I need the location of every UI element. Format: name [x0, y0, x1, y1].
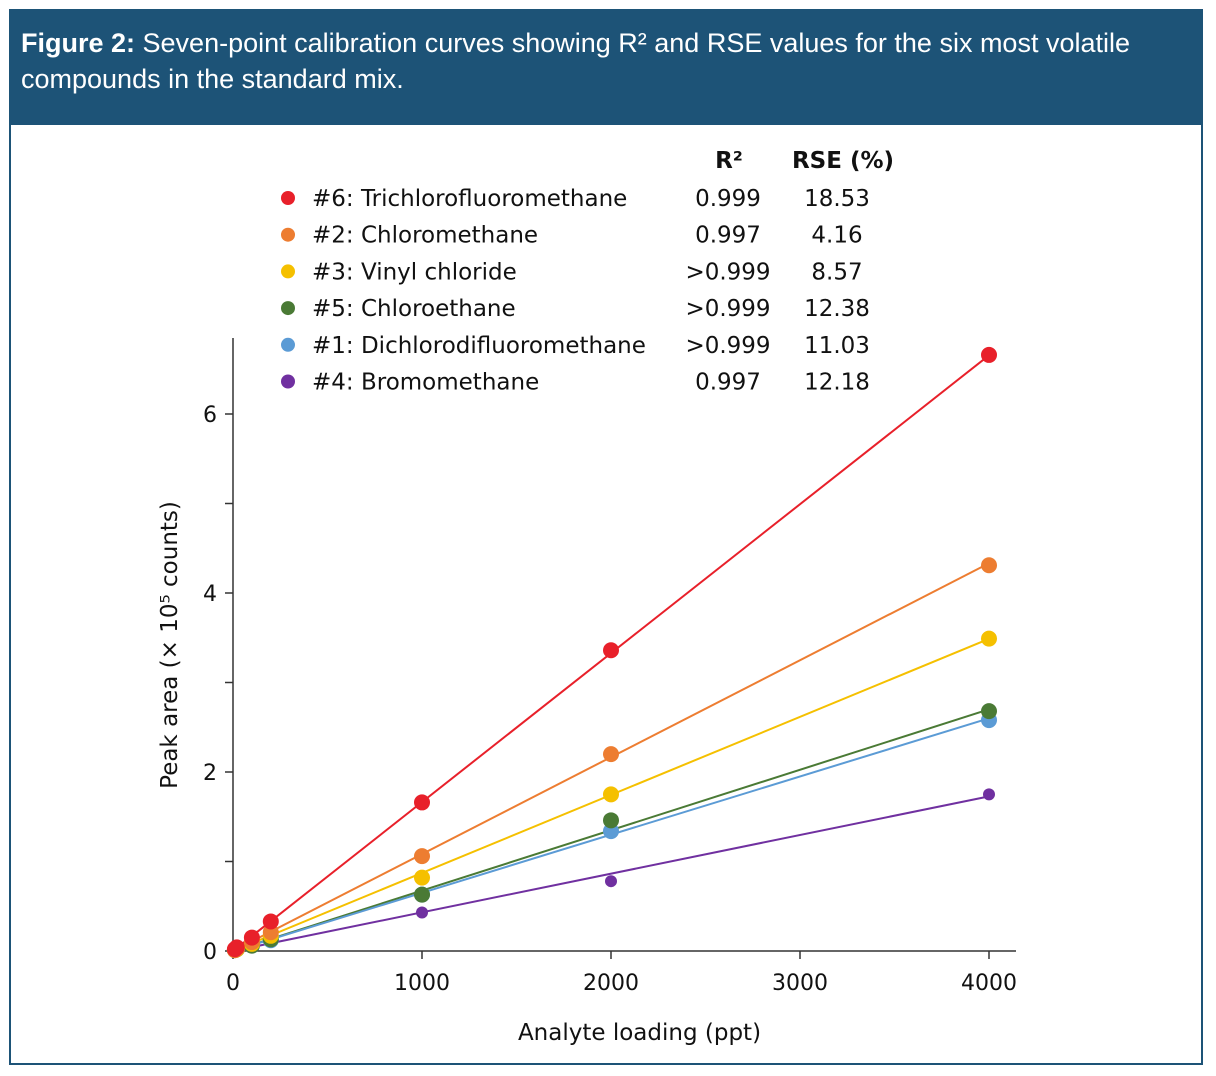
legend-rse-value: 18.53: [804, 186, 870, 212]
x-tick-label: 4000: [961, 971, 1017, 996]
y-tick-label: 4: [203, 582, 217, 607]
legend-header-rse: RSE (%): [792, 148, 894, 174]
caption-label: Figure 2:: [21, 28, 136, 58]
data-point-series-6: [983, 788, 995, 801]
legend-marker: [281, 374, 295, 389]
legend-marker: [281, 227, 295, 242]
data-point-series-6: [605, 875, 617, 888]
legend-marker: [281, 337, 295, 352]
data-point-series-1: [243, 929, 260, 946]
legend-rse-value: 12.38: [804, 296, 870, 322]
x-tick-label: 1000: [394, 971, 450, 996]
legend-r2-value: 0.999: [695, 186, 761, 212]
data-point-series-3: [603, 786, 619, 803]
figure-caption: Figure 2: Seven-point calibration curves…: [9, 9, 1203, 125]
legend-r2-value: >0.999: [685, 296, 770, 322]
legend-name: #6: Trichlorofluoromethane: [312, 186, 627, 212]
data-point-series-2: [603, 746, 619, 763]
x-axis-label: Analyte loading (ppt): [518, 1020, 761, 1046]
legend-r2-value: 0.997: [695, 223, 761, 249]
data-point-series-1: [228, 939, 245, 956]
caption-text: Seven-point calibration curves showing R…: [21, 28, 1130, 94]
data-point-series-1: [981, 346, 997, 363]
data-point-series-1: [603, 642, 619, 659]
data-point-series-2: [981, 557, 997, 574]
y-tick-label: 0: [203, 940, 217, 965]
data-point-series-6: [416, 906, 428, 919]
x-tick-label: 2000: [583, 971, 639, 996]
data-point-series-3: [981, 630, 997, 647]
legend-marker: [281, 301, 295, 316]
y-tick-label: 6: [203, 403, 217, 428]
legend-rse-value: 11.03: [804, 333, 870, 359]
y-axis-label: Peak area (× 10⁵ counts): [157, 501, 183, 789]
legend-rse-value: 12.18: [804, 370, 870, 396]
legend-rse-value: 8.57: [811, 259, 862, 285]
data-point-series-1: [414, 794, 430, 811]
legend-name: #2: Chloromethane: [312, 223, 538, 249]
legend-name: #1: Dichlorodifluoromethane: [312, 333, 646, 359]
legend-marker: [281, 264, 295, 279]
data-point-series-3: [414, 869, 430, 886]
legend-r2-value: >0.999: [685, 333, 770, 359]
x-tick-label: 0: [226, 971, 240, 996]
data-point-series-4: [414, 886, 430, 903]
data-point-series-1: [262, 913, 279, 930]
data-point-series-4: [603, 812, 619, 829]
legend-r2-value: 0.997: [695, 370, 761, 396]
legend-r2-value: >0.999: [685, 259, 770, 285]
x-tick-label: 3000: [772, 971, 828, 996]
legend-marker: [281, 191, 295, 205]
legend-name: #3: Vinyl chloride: [312, 259, 517, 285]
data-point-series-2: [414, 848, 430, 865]
legend-name: #4: Bromomethane: [312, 370, 539, 396]
fit-line-series-6: [232, 795, 990, 952]
legend-rse-value: 4.16: [811, 223, 862, 249]
legend-name: #5: Chloroethane: [312, 296, 516, 322]
y-tick-label: 2: [203, 761, 217, 786]
data-point-series-4: [981, 703, 997, 720]
figure-frame: [9, 9, 1203, 1065]
legend-header-r2: R²: [715, 148, 743, 174]
